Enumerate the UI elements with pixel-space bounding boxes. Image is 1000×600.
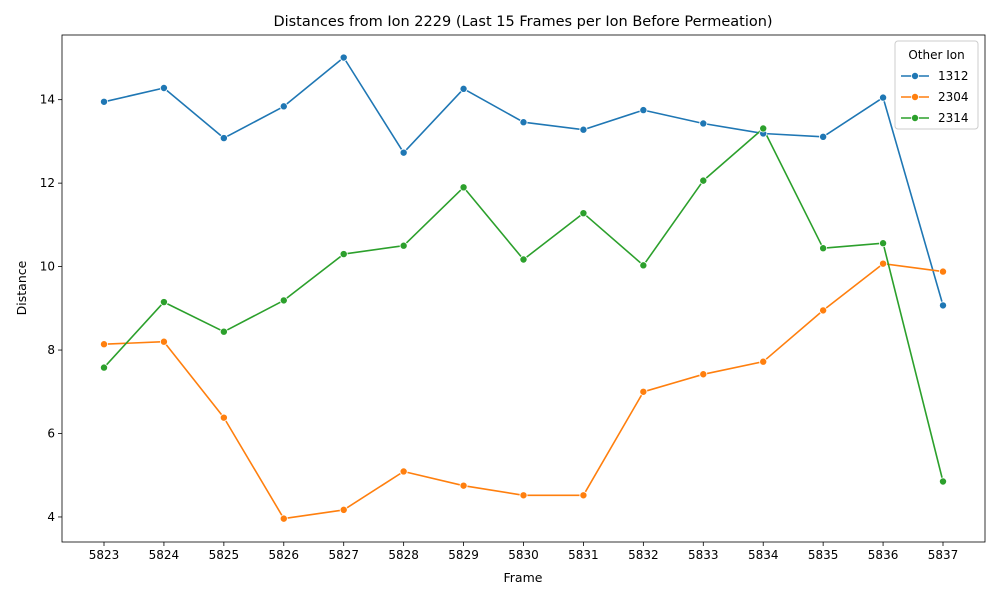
x-tick-label: 5823 [89,548,120,562]
data-point-2314 [699,176,708,185]
legend: Other Ion 1312 2304 2314 [894,40,979,130]
data-point-2314 [159,298,168,307]
data-point-2304 [100,340,109,349]
data-point-2314 [219,327,228,336]
plot-markers [100,53,948,523]
y-axis: 4 6 8 10 12 14 [40,93,62,524]
data-point-1312 [819,132,828,141]
data-point-2304 [879,259,888,268]
x-tick-label: 5836 [868,548,899,562]
data-point-1312 [879,93,888,102]
legend-box [894,40,979,130]
x-tick-label: 5824 [149,548,180,562]
x-tick-label: 5826 [269,548,300,562]
legend-marker-2314 [911,114,920,123]
data-point-2314 [459,183,468,192]
y-tick-label: 8 [47,343,55,357]
legend-label-2314: 2314 [938,111,969,125]
plot-lines [103,56,944,520]
data-point-2314 [819,244,828,253]
legend-label-1312: 1312 [938,69,969,83]
x-tick-label: 5833 [688,548,719,562]
x-tick-label: 5834 [748,548,779,562]
data-point-2314 [519,255,528,264]
data-point-2304 [639,387,648,396]
x-tick-label: 5831 [568,548,599,562]
legend-marker-2304 [911,93,920,102]
data-point-2314 [100,363,109,372]
data-point-2304 [579,491,588,500]
series-line-2304 [103,262,944,520]
data-point-2304 [939,267,948,276]
legend-entries: 1312 2304 2314 [901,69,969,125]
y-tick-label: 14 [40,93,55,107]
y-tick-label: 4 [47,510,55,524]
x-axis-label: Frame [504,570,543,585]
data-point-1312 [639,106,648,115]
data-point-1312 [519,118,528,127]
x-tick-label: 5829 [448,548,479,562]
data-point-2304 [519,491,528,500]
data-point-2304 [159,337,168,346]
data-point-2314 [579,209,588,218]
data-point-1312 [219,134,228,143]
y-axis-label: Distance [14,260,29,315]
legend-marker-1312 [911,72,920,81]
series-line-1312 [103,56,944,307]
data-point-1312 [579,125,588,134]
data-point-2304 [219,413,228,422]
data-point-1312 [459,84,468,93]
x-tick-label: 5830 [508,548,539,562]
y-tick-label: 10 [40,260,55,274]
x-axis: 5823 5824 5825 5826 5827 5828 5829 5830 5831 5832… [89,542,959,562]
data-point-2314 [399,241,408,250]
data-point-2314 [279,296,288,305]
chart-title: Distances from Ion 2229 (Last 15 Frames … [273,14,772,30]
data-point-2304 [459,481,468,490]
data-point-2314 [939,477,948,486]
data-point-1312 [339,53,348,62]
data-point-2304 [819,306,828,315]
x-tick-label: 5828 [388,548,419,562]
legend-title: Other Ion [908,48,964,62]
data-point-2304 [279,514,288,523]
data-point-2314 [639,261,648,270]
data-point-2314 [339,250,348,259]
data-point-1312 [399,148,408,157]
data-point-1312 [279,102,288,111]
x-tick-label: 5827 [328,548,359,562]
data-point-2304 [759,357,768,366]
data-point-1312 [699,119,708,128]
data-point-2304 [399,467,408,476]
data-point-1312 [100,97,109,106]
data-point-2304 [699,370,708,379]
data-point-2314 [879,239,888,248]
x-tick-label: 5825 [209,548,240,562]
y-tick-label: 12 [40,176,55,190]
x-tick-label: 5837 [928,548,959,562]
x-tick-label: 5832 [628,548,659,562]
y-tick-label: 6 [47,427,55,441]
data-point-1312 [159,83,168,92]
x-tick-label: 5835 [808,548,839,562]
plot-frame [61,34,986,543]
legend-label-2304: 2304 [938,90,969,104]
data-point-2314 [759,124,768,133]
data-point-2304 [339,505,348,514]
data-point-1312 [939,301,948,310]
